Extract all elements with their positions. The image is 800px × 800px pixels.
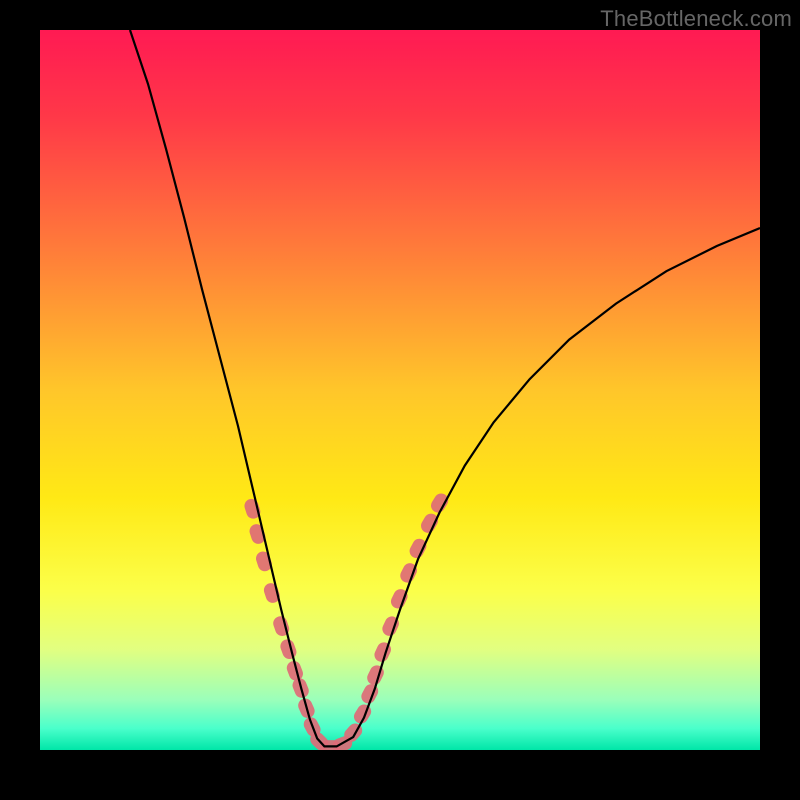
bottleneck-curve [130,30,760,746]
curve-marker [351,702,373,726]
markers-group [243,491,451,750]
chart-svg [40,30,760,750]
watermark-text: TheBottleneck.com [600,6,792,32]
plot-area [40,30,760,750]
